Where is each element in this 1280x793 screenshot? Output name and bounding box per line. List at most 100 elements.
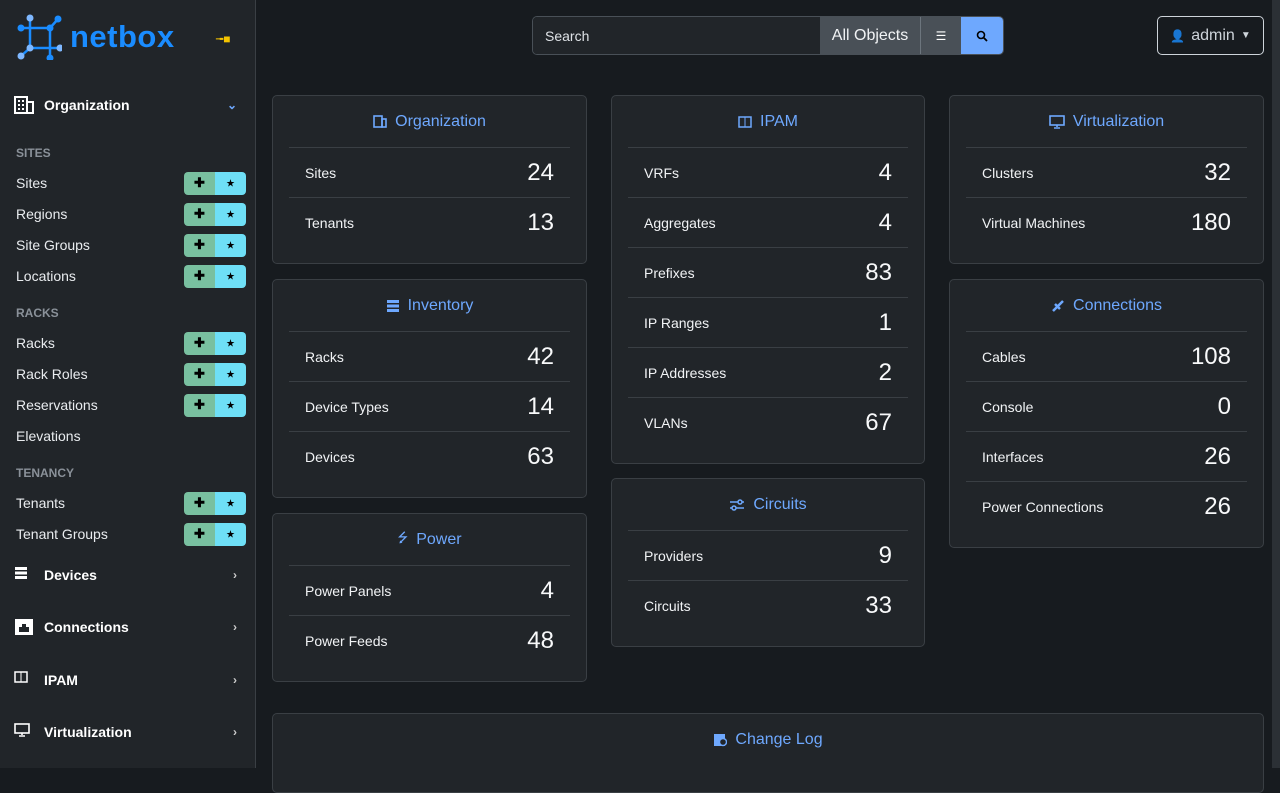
stat-label[interactable]: Sites bbox=[305, 164, 337, 181]
sidebar-item-racks[interactable]: Racks ✚ ⭑ bbox=[0, 328, 255, 359]
chevron-right-icon: › bbox=[233, 724, 237, 739]
nav-virtualization[interactable]: Virtualization › bbox=[0, 706, 255, 758]
stat-count: 63 bbox=[527, 442, 554, 470]
sidebar-item-elevations[interactable]: Elevations bbox=[16, 428, 81, 444]
import-button[interactable]: ⭑ bbox=[215, 331, 246, 355]
sidebar-item-locations[interactable]: Locations ✚ ⭑ bbox=[0, 261, 255, 292]
stat-row[interactable]: Virtual Machines 180 bbox=[966, 197, 1247, 247]
sidebar-item-regions[interactable]: Regions ✚ ⭑ bbox=[0, 199, 255, 230]
nav-connections[interactable]: Connections › bbox=[0, 601, 255, 653]
search-button[interactable] bbox=[961, 17, 1003, 54]
server-icon bbox=[14, 565, 34, 585]
sidebar-item-rack-roles[interactable]: Rack Roles ✚ ⭑ bbox=[0, 359, 255, 390]
stat-row[interactable]: Console 0 bbox=[966, 381, 1247, 431]
card-circuits: Circuits Providers 9 Circuits 33 bbox=[611, 478, 925, 647]
stat-count: 180 bbox=[1190, 208, 1231, 236]
stat-row[interactable]: Interfaces 26 bbox=[966, 431, 1247, 481]
add-button[interactable]: ✚ bbox=[184, 393, 215, 417]
add-button[interactable]: ✚ bbox=[184, 522, 215, 546]
pin-icon[interactable]: ╼■ bbox=[216, 32, 231, 46]
stat-label[interactable]: Power Feeds bbox=[305, 632, 388, 649]
stat-label[interactable]: Devices bbox=[305, 448, 355, 465]
stat-label[interactable]: Circuits bbox=[644, 597, 691, 614]
stat-label[interactable]: Device Types bbox=[305, 398, 389, 415]
add-button[interactable]: ✚ bbox=[184, 202, 215, 226]
stat-row[interactable]: VRFs 4 bbox=[628, 147, 908, 197]
stat-row[interactable]: Tenants 13 bbox=[289, 197, 570, 247]
section-label: SITES bbox=[16, 146, 51, 160]
card-title: Circuits bbox=[753, 495, 807, 513]
stat-label[interactable]: IP Ranges bbox=[644, 314, 710, 331]
add-button[interactable]: ✚ bbox=[184, 362, 215, 386]
stat-row[interactable]: VLANs 67 bbox=[628, 397, 908, 447]
import-button[interactable]: ⭑ bbox=[215, 491, 246, 515]
import-button[interactable]: ⭑ bbox=[215, 233, 246, 257]
sidebar-item-sites[interactable]: Sites ✚ ⭑ bbox=[0, 168, 255, 199]
stat-row[interactable]: Clusters 32 bbox=[966, 147, 1247, 197]
netbox-logo[interactable]: netbox bbox=[16, 14, 175, 60]
sidebar-item-reservations[interactable]: Reservations ✚ ⭑ bbox=[0, 390, 255, 421]
stat-label[interactable]: Prefixes bbox=[644, 264, 695, 281]
add-button[interactable]: ✚ bbox=[184, 264, 215, 288]
card-title: IPAM bbox=[760, 112, 798, 130]
stat-row[interactable]: Power Panels 4 bbox=[289, 565, 570, 615]
card-title: Change Log bbox=[735, 730, 823, 748]
add-button[interactable]: ✚ bbox=[184, 233, 215, 257]
import-button[interactable]: ⭑ bbox=[215, 171, 246, 195]
import-button[interactable]: ⭑ bbox=[215, 264, 246, 288]
stat-row[interactable]: Providers 9 bbox=[628, 530, 908, 580]
user-menu-button[interactable]: 👤 admin ▼ bbox=[1157, 16, 1264, 55]
search-scope-select[interactable]: All Objects bbox=[820, 17, 921, 54]
filter-button[interactable]: ☰ bbox=[921, 17, 961, 54]
stat-label[interactable]: Aggregates bbox=[644, 214, 716, 231]
import-button[interactable]: ⭑ bbox=[215, 522, 246, 546]
import-button[interactable]: ⭑ bbox=[215, 362, 246, 386]
search-input[interactable]: Search bbox=[533, 17, 820, 54]
stat-row[interactable]: Power Connections 26 bbox=[966, 481, 1247, 531]
nav-organization[interactable]: Organization ⌄ bbox=[0, 79, 255, 131]
stat-row[interactable]: IP Addresses 2 bbox=[628, 347, 908, 397]
ipam-icon bbox=[14, 670, 34, 690]
stat-label[interactable]: Power Connections bbox=[982, 498, 1104, 515]
stat-label[interactable]: IP Addresses bbox=[644, 364, 727, 381]
sidebar-item-tenant-groups[interactable]: Tenant Groups ✚ ⭑ bbox=[0, 519, 255, 550]
stat-row[interactable]: Prefixes 83 bbox=[628, 247, 908, 297]
card-power: ⭍ Power Power Panels 4 Power Feeds 48 bbox=[272, 513, 587, 682]
stat-row[interactable]: Device Types 14 bbox=[289, 381, 570, 431]
stat-label[interactable]: VRFs bbox=[644, 164, 679, 181]
scrollbar[interactable] bbox=[1272, 0, 1280, 768]
add-button[interactable]: ✚ bbox=[184, 491, 215, 515]
sidebar-item-tenants[interactable]: Tenants ✚ ⭑ bbox=[0, 488, 255, 519]
stat-row[interactable]: Aggregates 4 bbox=[628, 197, 908, 247]
transit-icon bbox=[729, 498, 745, 512]
stat-count: 13 bbox=[527, 208, 554, 236]
stat-label[interactable]: Tenants bbox=[305, 214, 355, 231]
stat-label[interactable]: Racks bbox=[305, 348, 344, 365]
stat-label[interactable]: Power Panels bbox=[305, 582, 392, 599]
stat-label[interactable]: Console bbox=[982, 398, 1034, 415]
sidebar-item-site-groups[interactable]: Site Groups ✚ ⭑ bbox=[0, 230, 255, 261]
nav-ipam[interactable]: IPAM › bbox=[0, 654, 255, 706]
add-button[interactable]: ✚ bbox=[184, 171, 215, 195]
stat-count: 67 bbox=[865, 408, 892, 436]
stat-row[interactable]: Power Feeds 48 bbox=[289, 615, 570, 665]
stat-row[interactable]: Sites 24 bbox=[289, 147, 570, 197]
stat-row[interactable]: Racks 42 bbox=[289, 331, 570, 381]
import-button[interactable]: ⭑ bbox=[215, 202, 246, 226]
stat-label[interactable]: Providers bbox=[644, 547, 704, 564]
stat-row[interactable]: Devices 63 bbox=[289, 431, 570, 481]
section-label: RACKS bbox=[16, 306, 59, 320]
stat-row[interactable]: Cables 108 bbox=[966, 331, 1247, 381]
stat-row[interactable]: IP Ranges 1 bbox=[628, 297, 908, 347]
netbox-logo-icon bbox=[17, 14, 62, 60]
stat-row[interactable]: Circuits 33 bbox=[628, 580, 908, 630]
stat-label[interactable]: Interfaces bbox=[982, 448, 1044, 465]
import-button[interactable]: ⭑ bbox=[215, 393, 246, 417]
stat-label[interactable]: Virtual Machines bbox=[982, 214, 1086, 231]
stat-label[interactable]: VLANs bbox=[644, 414, 688, 431]
stat-label[interactable]: Clusters bbox=[982, 164, 1034, 181]
nav-devices[interactable]: Devices › bbox=[0, 549, 255, 601]
add-button[interactable]: ✚ bbox=[184, 331, 215, 355]
stat-count: 4 bbox=[878, 158, 892, 186]
stat-label[interactable]: Cables bbox=[982, 348, 1026, 365]
